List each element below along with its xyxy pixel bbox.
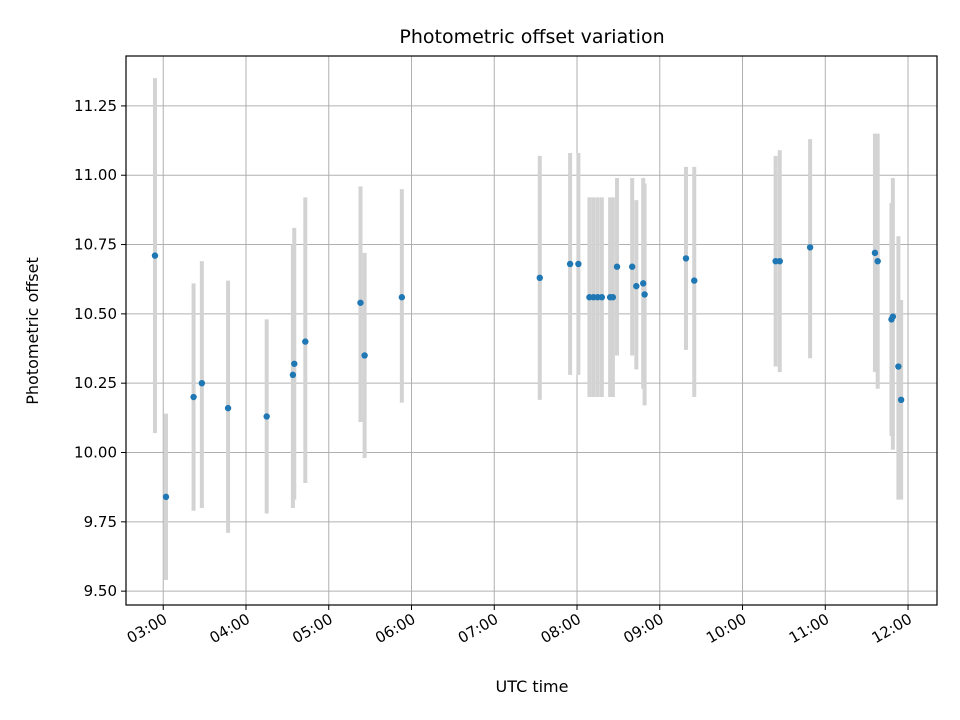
data-point: [691, 277, 698, 284]
data-point: [641, 291, 648, 298]
data-point: [598, 294, 606, 301]
x-tick-label: 05:00: [289, 610, 335, 647]
data-point: [633, 282, 640, 290]
data-point: [398, 294, 406, 301]
x-tick-label: 10:00: [703, 610, 749, 647]
data-point: [874, 257, 881, 265]
x-tick-label: 08:00: [538, 610, 584, 647]
x-axis-label: UTC time: [496, 677, 569, 696]
plot-frame: [125, 55, 938, 606]
y-tick-label: 10.00: [74, 444, 117, 462]
data-point: [536, 274, 543, 282]
x-tick-label: 11:00: [786, 610, 832, 647]
data-point: [361, 352, 368, 359]
x-tick-label: 07:00: [455, 610, 501, 647]
x-tick-label: 09:00: [620, 610, 666, 647]
data-point: [640, 280, 647, 287]
y-tick-label: 9.50: [84, 582, 117, 600]
y-tick-label: 11.00: [74, 166, 117, 184]
data-point: [566, 260, 574, 268]
error-bars: [152, 78, 904, 581]
x-tick-label: 06:00: [372, 610, 418, 647]
y-tick-label: 9.75: [84, 513, 117, 531]
data-point: [889, 313, 897, 320]
data-point: [609, 294, 617, 301]
data-point: [357, 299, 364, 306]
y-tick-label: 10.25: [74, 374, 117, 392]
data-point: [575, 260, 582, 268]
y-axis-label: Photometric offset: [23, 257, 42, 405]
x-tick-label: 12:00: [869, 610, 915, 647]
data-point: [806, 244, 814, 251]
y-tick-label: 10.50: [74, 305, 117, 323]
data-point: [613, 263, 621, 270]
data-point: [291, 360, 298, 367]
data-point: [224, 404, 232, 412]
data-point: [162, 493, 170, 501]
x-tick-label: 04:00: [207, 610, 253, 647]
data-point: [263, 413, 270, 420]
data-point: [628, 263, 636, 270]
data-point: [302, 338, 309, 345]
data-point: [897, 396, 905, 404]
data-point: [190, 393, 197, 401]
data-points: [151, 244, 905, 501]
y-tick-label: 11.25: [74, 97, 117, 115]
grid: [126, 56, 937, 605]
y-tick-label: 10.75: [74, 236, 117, 254]
data-point: [682, 255, 690, 262]
x-tick-label: 03:00: [124, 610, 170, 647]
data-point: [776, 257, 783, 265]
data-point: [151, 252, 159, 259]
data-point: [289, 371, 297, 379]
data-point: [895, 363, 902, 370]
data-point: [198, 379, 206, 387]
data-point: [871, 249, 879, 257]
chart-title: Photometric offset variation: [399, 26, 664, 48]
